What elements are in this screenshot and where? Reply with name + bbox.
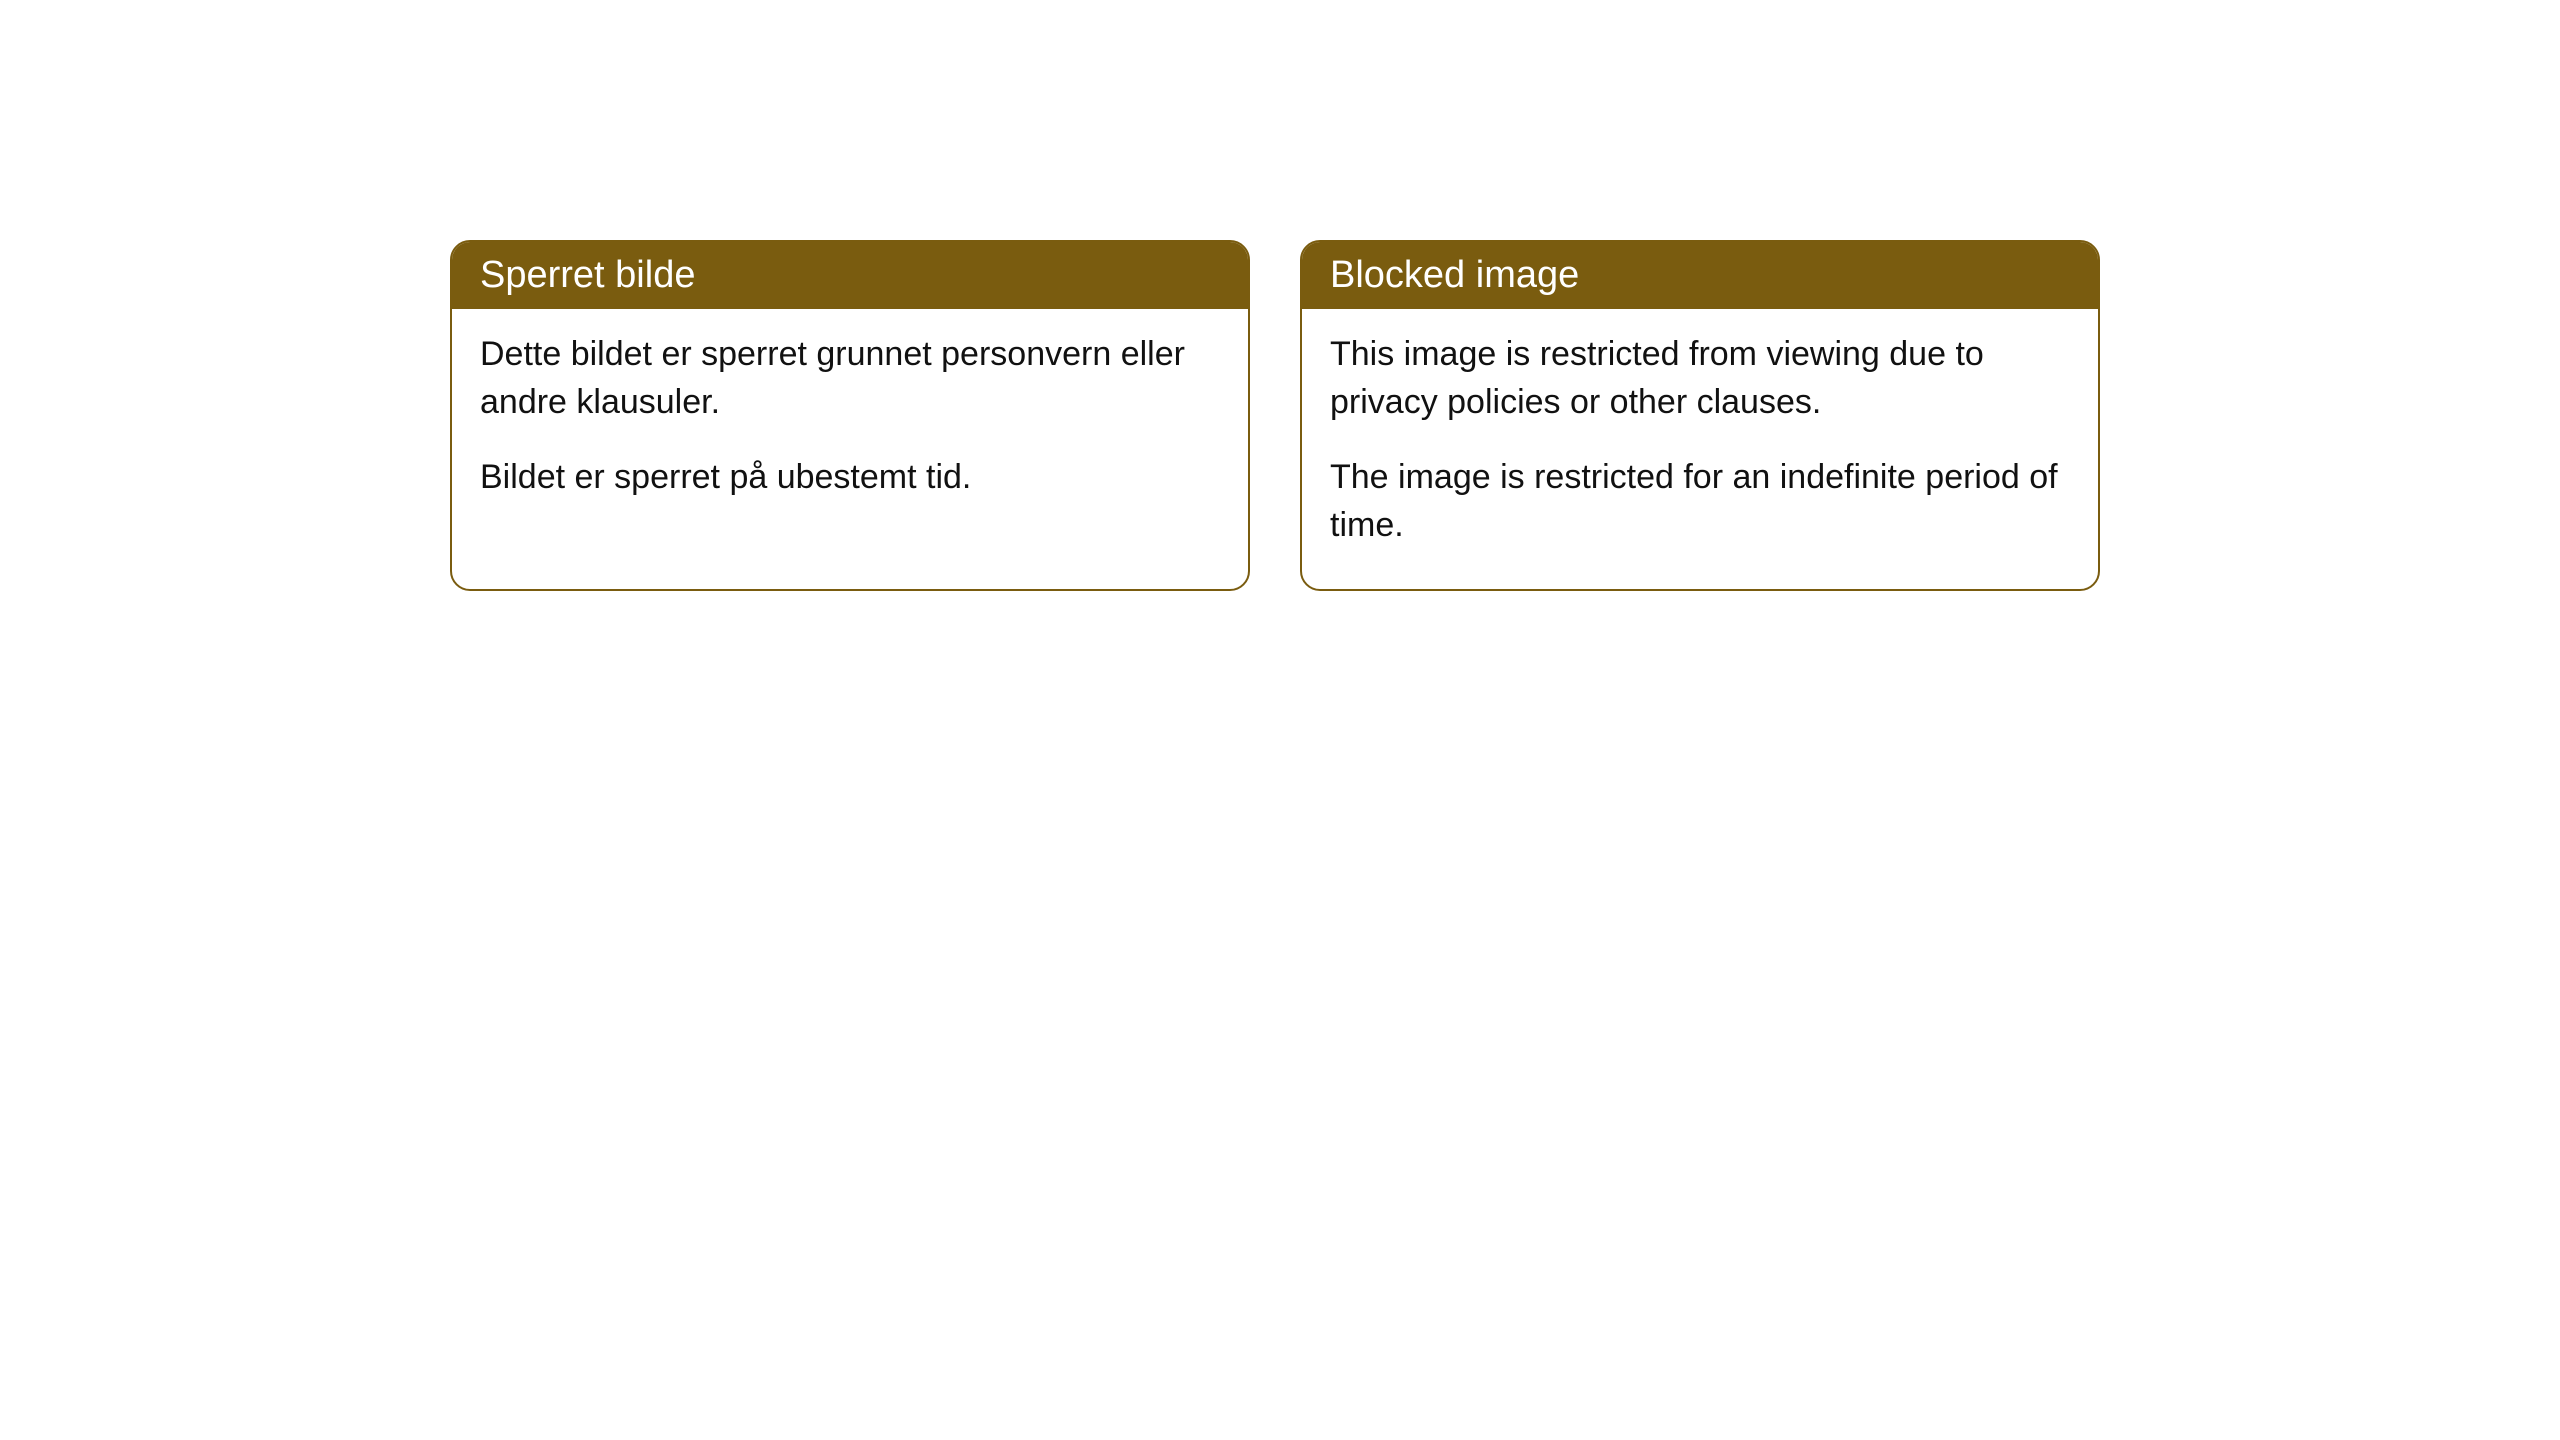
card-header-norwegian: Sperret bilde [452, 242, 1248, 309]
cards-container: Sperret bilde Dette bildet er sperret gr… [450, 240, 2100, 591]
card-paragraph: Bildet er sperret på ubestemt tid. [480, 454, 1220, 502]
card-norwegian: Sperret bilde Dette bildet er sperret gr… [450, 240, 1250, 591]
card-paragraph: The image is restricted for an indefinit… [1330, 454, 2070, 549]
card-paragraph: Dette bildet er sperret grunnet personve… [480, 331, 1220, 426]
card-paragraph: This image is restricted from viewing du… [1330, 331, 2070, 426]
card-header-english: Blocked image [1302, 242, 2098, 309]
card-english: Blocked image This image is restricted f… [1300, 240, 2100, 591]
card-body-norwegian: Dette bildet er sperret grunnet personve… [452, 309, 1248, 542]
card-body-english: This image is restricted from viewing du… [1302, 309, 2098, 589]
